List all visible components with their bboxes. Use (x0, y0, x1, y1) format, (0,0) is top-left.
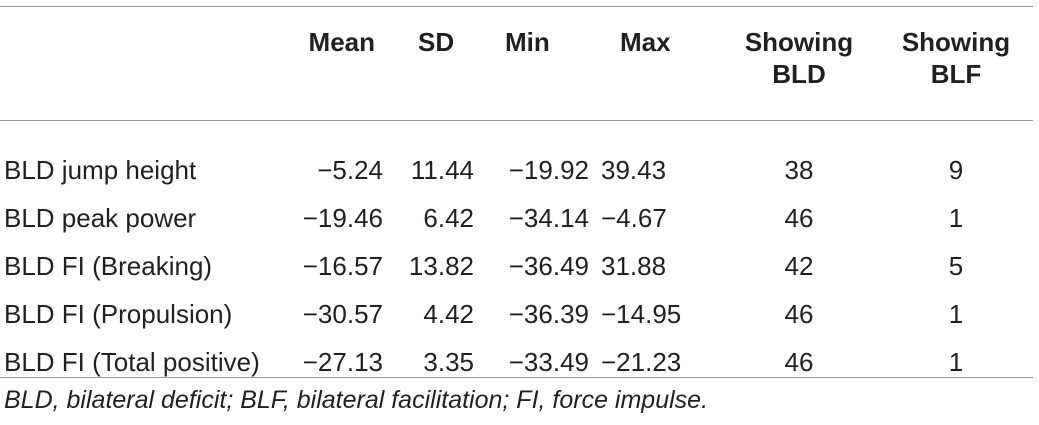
table-header-rule (0, 120, 1033, 121)
cell-mean: −27.13 (302, 347, 383, 377)
cell-showing-blf: 5 (948, 251, 964, 281)
cell-sd: 4.42 (423, 299, 474, 329)
cell-sd: 3.35 (423, 347, 474, 377)
cell-showing-bld: 46 (784, 299, 814, 329)
header-showing-blf-line2: BLF (930, 59, 982, 89)
cell-showing-bld: 38 (784, 155, 814, 185)
header-max: Max (620, 27, 671, 57)
cell-showing-bld: 46 (784, 347, 814, 377)
table-bottom-rule (0, 377, 1033, 378)
row-label: BLD jump height (4, 155, 197, 185)
cell-showing-blf: 9 (948, 155, 964, 185)
row-label: BLD FI (Propulsion) (4, 299, 233, 329)
header-label-column (0, 6, 286, 120)
cell-mean: −19.46 (302, 203, 383, 233)
header-showing-bld-line2: BLD (772, 59, 826, 89)
header-mean: Mean (308, 27, 375, 57)
table-row: BLD FI (Total positive) −27.13 3.35 −33.… (0, 338, 1033, 386)
statistics-table: Mean SD Min Max Showing BLD Showing BLF … (0, 6, 1033, 386)
cell-showing-blf: 1 (948, 203, 964, 233)
table-row: BLD peak power −19.46 6.42 −34.14 −4.67 … (0, 194, 1033, 242)
cell-max: −4.67 (601, 203, 667, 233)
table-row: BLD FI (Breaking) −16.57 13.82 −36.49 31… (0, 242, 1033, 290)
table-row: BLD jump height −5.24 11.44 −19.92 39.43… (0, 120, 1033, 194)
header-showing-blf: Showing BLF (879, 6, 1033, 120)
cell-min: −36.49 (508, 251, 589, 281)
cell-showing-blf: 1 (948, 299, 964, 329)
header-showing-bld-line1: Showing (744, 27, 854, 57)
cell-showing-bld: 46 (784, 203, 814, 233)
cell-min: −33.49 (508, 347, 589, 377)
cell-min: −19.92 (508, 155, 589, 185)
cell-showing-blf: 1 (948, 347, 964, 377)
cell-max: 39.43 (601, 155, 667, 185)
cell-showing-bld: 42 (784, 251, 814, 281)
cell-min: −34.14 (508, 203, 589, 233)
header-showing-bld: Showing BLD (719, 6, 879, 120)
table-footnote: BLD, bilateral deficit; BLF, bilateral f… (4, 386, 709, 414)
row-label: BLD FI (Total positive) (4, 347, 260, 377)
header-sd: SD (418, 27, 455, 57)
cell-sd: 13.82 (408, 251, 474, 281)
cell-max: −14.95 (601, 299, 682, 329)
row-label: BLD FI (Breaking) (4, 251, 213, 281)
cell-min: −36.39 (508, 299, 589, 329)
cell-mean: −5.24 (317, 155, 383, 185)
table-top-rule (0, 6, 1033, 7)
cell-sd: 11.44 (410, 155, 474, 185)
cell-max: −21.23 (601, 347, 682, 377)
cell-max: 31.88 (601, 251, 667, 281)
header-min: Min (505, 27, 550, 57)
table-header-row: Mean SD Min Max Showing BLD Showing BLF (0, 6, 1033, 120)
row-label: BLD peak power (4, 203, 197, 233)
cell-mean: −16.57 (302, 251, 383, 281)
header-showing-blf-line1: Showing (901, 27, 1011, 57)
cell-sd: 6.42 (423, 203, 474, 233)
table-row: BLD FI (Propulsion) −30.57 4.42 −36.39 −… (0, 290, 1033, 338)
cell-mean: −30.57 (302, 299, 383, 329)
